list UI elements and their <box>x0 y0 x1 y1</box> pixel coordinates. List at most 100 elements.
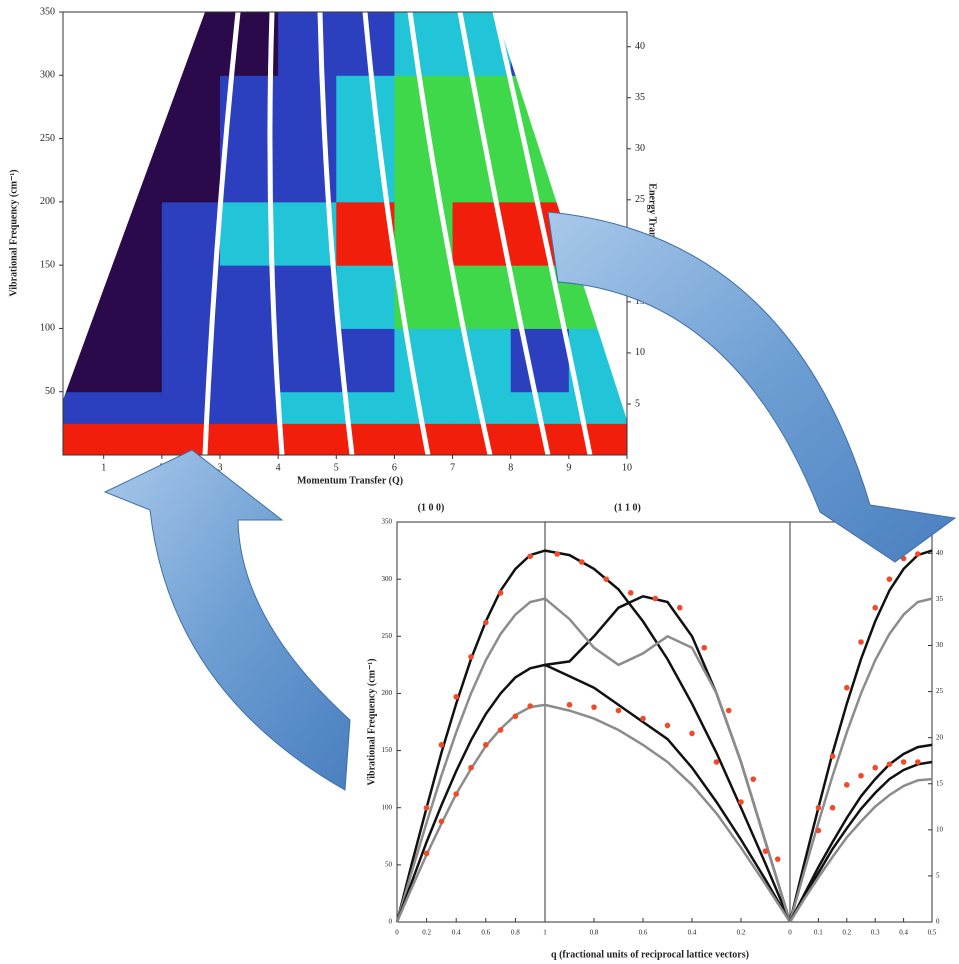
measured-point <box>664 722 671 729</box>
y2-tick-label: 15 <box>635 296 645 307</box>
heat-cell <box>219 328 279 393</box>
heat-cell <box>278 391 337 424</box>
measured-point <box>829 804 836 811</box>
measured-point <box>468 764 474 771</box>
measured-point <box>701 644 708 651</box>
y-axis-label: Vibrational Frequency (cm⁻¹) <box>8 169 19 296</box>
x-tick-label: 9 <box>566 462 571 473</box>
x-tick-label: 0.2 <box>422 929 431 937</box>
heat-cell <box>161 423 221 455</box>
heat-cell <box>510 328 570 393</box>
heat-cell <box>278 265 337 329</box>
measured-point <box>591 704 597 710</box>
arrow <box>547 211 957 563</box>
measured-point <box>512 713 519 720</box>
y2-tick-label: 20 <box>936 733 944 741</box>
measured-point <box>738 799 744 805</box>
y-tick-label: 100 <box>40 323 55 334</box>
y-tick-label: 100 <box>382 803 393 811</box>
measured-point <box>566 702 573 708</box>
measured-point <box>527 553 533 560</box>
x-tick-label: 0.4 <box>899 929 908 937</box>
x-tick-label: 0.8 <box>590 929 599 937</box>
panel-label: (1 1 0) <box>614 502 641 513</box>
measured-point <box>453 694 460 700</box>
heat-cell <box>336 75 395 140</box>
dispersion-curve <box>395 663 546 923</box>
y-tick-label: 350 <box>382 518 393 526</box>
y-tick-label: 350 <box>40 6 55 17</box>
x-tick-label: 0.4 <box>452 929 461 937</box>
dispersion-curve <box>544 597 792 923</box>
measured-point <box>615 707 622 714</box>
measured-point <box>725 707 732 714</box>
x-tick-label: 6 <box>392 462 397 473</box>
y-tick-label: 0 <box>389 918 393 926</box>
x-tick-label: 3 <box>217 462 222 473</box>
dispersion-curve <box>788 777 933 923</box>
y-tick-label: 150 <box>40 259 55 270</box>
measured-point <box>844 684 850 691</box>
heat-cell <box>394 328 454 393</box>
measured-point <box>872 764 878 771</box>
x-tick-label: 1 <box>101 462 106 473</box>
heat-cell <box>278 423 337 455</box>
heat-cell <box>161 201 221 266</box>
heat-cell <box>161 391 221 424</box>
y2-tick-label: 35 <box>635 92 645 103</box>
heat-cell <box>103 391 163 424</box>
y2-axis-label: Energy Transfer (meV) <box>647 183 658 282</box>
measured-point <box>750 776 757 782</box>
x-tick-label: 0.2 <box>737 929 746 937</box>
y2-tick-label: 40 <box>635 41 645 52</box>
x-tick-label: 0.3 <box>871 929 880 937</box>
measured-point <box>483 742 489 748</box>
heat-cell <box>394 12 454 76</box>
dispersion-curve <box>544 663 792 923</box>
y-tick-label: 50 <box>385 860 393 868</box>
measured-point <box>689 730 695 737</box>
heat-cell <box>278 12 337 76</box>
x-axis-label: Momentum Transfer (Q) <box>297 475 403 486</box>
dispersion-curve <box>544 549 792 923</box>
y-tick-label: 200 <box>40 196 55 207</box>
x-tick-label: 1 <box>543 929 547 937</box>
y2-tick-label: 0 <box>936 918 940 926</box>
arrow <box>103 449 351 791</box>
heat-cell <box>336 423 395 455</box>
measured-point <box>652 595 659 602</box>
y2-tick-label: 5 <box>635 398 640 409</box>
x-tick-label: 0.8 <box>511 929 520 937</box>
measured-point <box>815 827 822 834</box>
measured-point <box>844 782 850 788</box>
measured-point <box>438 742 445 748</box>
measured-point <box>483 619 489 626</box>
x-tick-label: 0.6 <box>481 929 490 937</box>
measured-point <box>713 759 720 765</box>
dispersion-curve <box>395 597 546 923</box>
y-tick-label: 300 <box>382 575 393 583</box>
y2-tick-label: 40 <box>936 549 944 557</box>
y2-tick-label: 15 <box>936 779 944 787</box>
measured-point <box>900 759 907 765</box>
measured-point <box>497 727 504 733</box>
y2-tick-label: 30 <box>635 143 645 154</box>
measured-point <box>603 576 610 582</box>
x-tick-label: 10 <box>622 462 632 473</box>
heat-cell <box>452 328 512 393</box>
y-tick-label: 200 <box>382 689 393 697</box>
heat-cell <box>278 75 337 140</box>
y-tick-label: 250 <box>40 133 55 144</box>
x-axis-label: q (fractional units of reciprocal lattic… <box>551 949 749 960</box>
measured-point <box>872 604 878 611</box>
dispersion-curve <box>788 760 933 923</box>
heat-cell <box>103 423 163 455</box>
dispersion-curve <box>788 743 933 923</box>
measured-point <box>815 804 822 811</box>
y2-tick-label: 35 <box>936 595 944 603</box>
measured-point <box>527 703 533 709</box>
y2-tick-label: 25 <box>635 194 645 205</box>
measured-point <box>438 818 445 825</box>
y-tick-label: 50 <box>45 386 55 397</box>
x-tick-label: 0 <box>395 929 399 937</box>
